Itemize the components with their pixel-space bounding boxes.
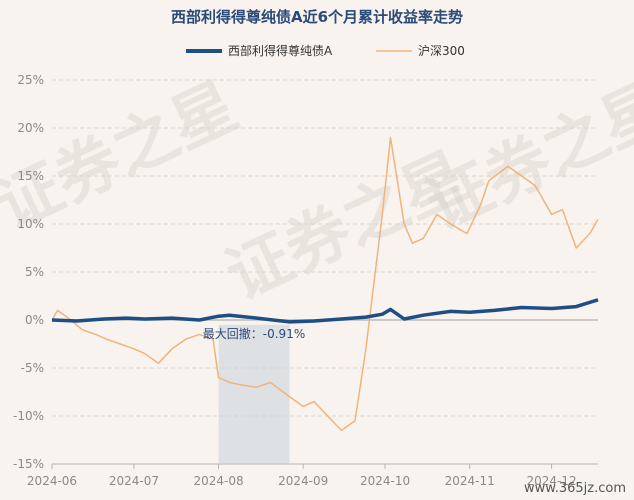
max-drawdown-label: 最大回撤：-0.91%	[203, 326, 305, 341]
y-tick-label: -10%	[13, 409, 44, 423]
y-tick-label: 10%	[17, 217, 44, 231]
drawdown-region	[218, 324, 290, 464]
y-tick-label: 25%	[17, 73, 44, 87]
x-tick-label: 2024-12	[527, 474, 577, 488]
drawdown-annotation: 最大回撤：-0.91%	[203, 326, 305, 341]
series-line-fund	[51, 298, 599, 324]
y-tick-label: -15%	[13, 457, 44, 471]
legend-label-fund[interactable]: 西部利得得尊纯债A	[228, 43, 333, 58]
site-watermark: www.365jz.com	[524, 481, 626, 496]
x-tick-label: 2024-09	[278, 474, 328, 488]
y-tick-label: 0%	[25, 313, 44, 327]
x-tick-label: 2024-07	[109, 474, 159, 488]
x-tick-label: 2024-10	[360, 474, 410, 488]
chart-title: 西部利得得尊纯债A近6个月累计收益率走势	[171, 8, 463, 26]
x-tick-label: 2024-08	[193, 474, 243, 488]
y-axis-ticks: 25% 20% 15% 10% 5% 0% -5% -10% -15%	[13, 73, 44, 471]
x-axis-ticks: 2024-06 2024-07 2024-08 2024-09 2024-10 2024-…	[27, 464, 577, 488]
legend-label-index[interactable]: 沪深300	[418, 44, 465, 58]
x-tick-label: 2024-06	[27, 474, 77, 488]
y-tick-label: 5%	[25, 265, 44, 279]
series-line-index	[51, 136, 599, 432]
y-tick-label: 20%	[17, 121, 44, 135]
x-tick-label: 2024-11	[445, 474, 495, 488]
legend[interactable]: 西部利得得尊纯债A 沪深300	[186, 43, 465, 58]
y-tick-label: 15%	[17, 169, 44, 183]
y-tick-label: -5%	[21, 361, 44, 375]
series-lines	[51, 136, 599, 432]
drawdown-band	[218, 324, 290, 464]
